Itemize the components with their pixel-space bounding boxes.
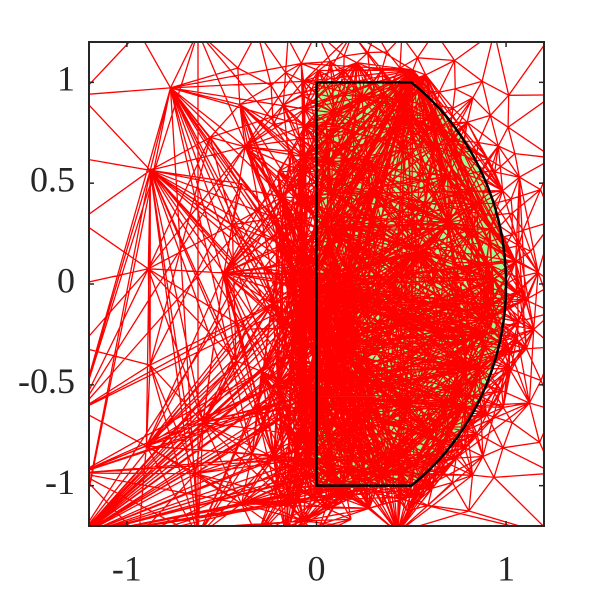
y-tick-label: 1 xyxy=(57,59,75,99)
region-outline xyxy=(315,81,508,487)
y-tick-label: 0.5 xyxy=(30,159,75,199)
y-tick-label: -0.5 xyxy=(18,361,75,401)
y-tick-label: 0 xyxy=(57,260,75,300)
axes: -1 0 1 -1 -0.5 0 0.5 1 xyxy=(18,41,545,588)
x-tick-label: -1 xyxy=(112,548,142,588)
plot-area xyxy=(89,42,544,526)
x-tick-label: 0 xyxy=(308,548,326,588)
x-tick-label: 1 xyxy=(497,548,515,588)
y-tick-label: -1 xyxy=(45,462,75,502)
